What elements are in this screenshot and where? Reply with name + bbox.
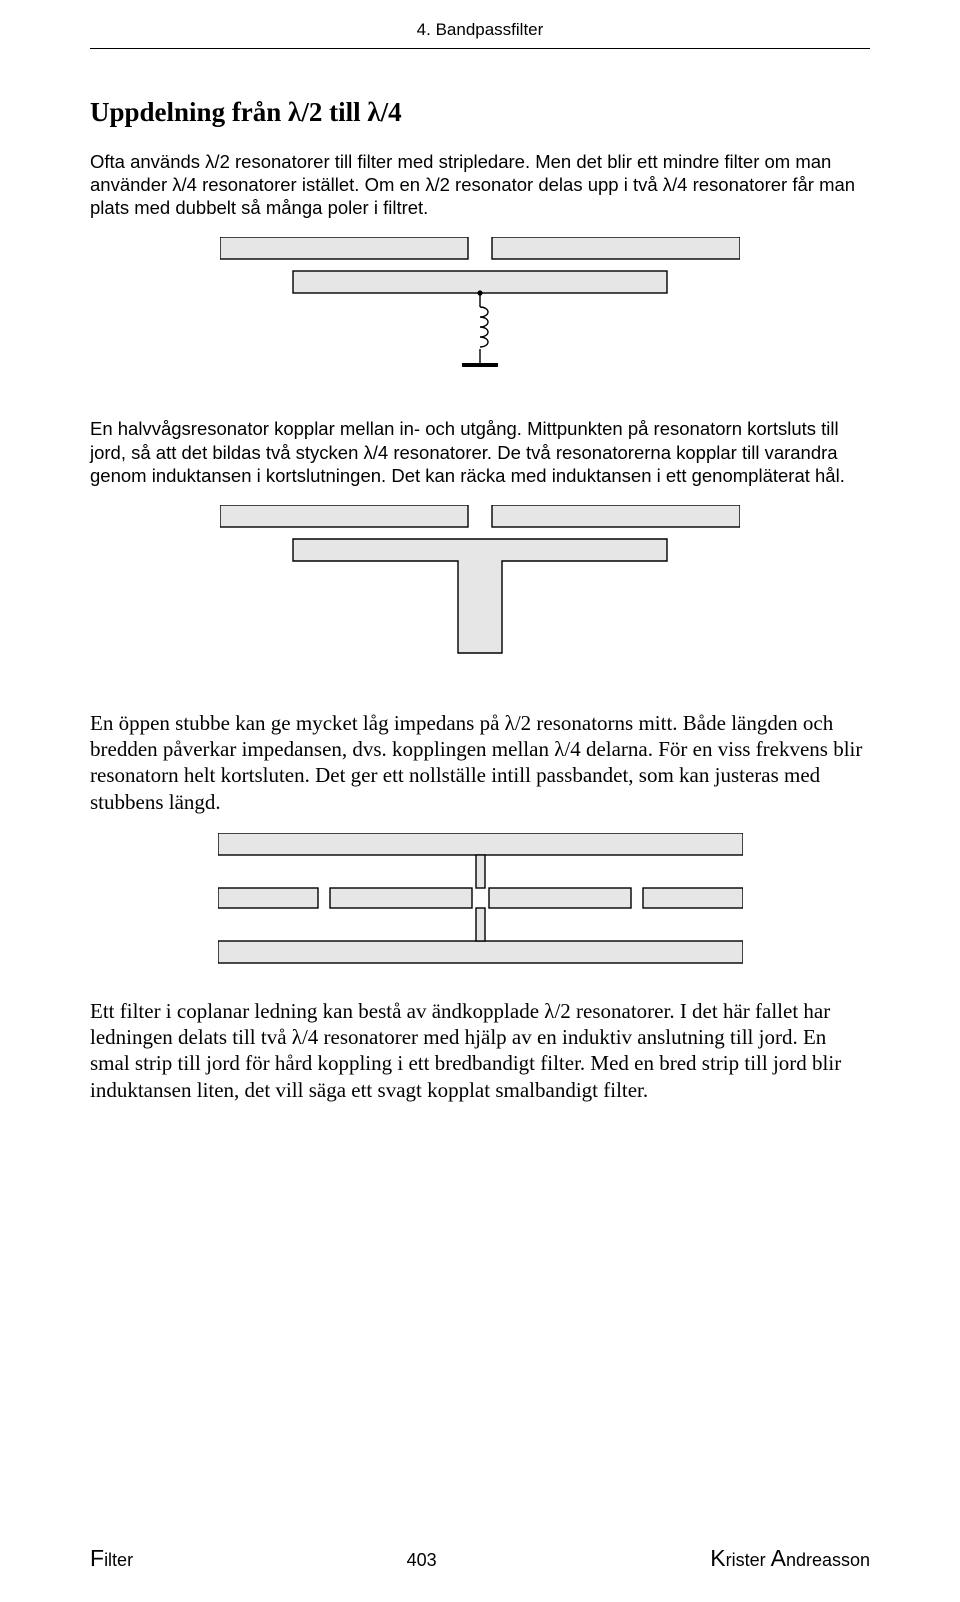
fig3-top-ground [218,833,743,855]
header-rule [90,48,870,49]
fig2-top-right-strip [492,505,740,527]
paragraph-4: Ett filter i coplanar ledning kan bestå … [90,998,870,1103]
paragraph-2: En halvvågsresonator kopplar mellan in- … [90,417,870,486]
fig3-feed-left [218,888,318,908]
section-title: Uppdelning från λ/2 till λ/4 [90,97,870,128]
fig3-resonator-2 [489,888,631,908]
footer-right-cap1: K [710,1545,725,1571]
figure-halfwave-split [220,237,740,387]
fig1-inductor-coil [480,307,488,347]
figure-coplanar [218,833,743,968]
footer-right: Krister Andreasson [710,1545,870,1572]
footer-right-cap2: A [771,1545,786,1571]
footer-right-rest1: rister [726,1550,771,1570]
paragraph-1: Ofta används λ/2 resonatorer till filter… [90,150,870,219]
footer-left-rest: ilter [104,1550,133,1570]
fig3-bottom-ground [218,941,743,963]
footer-right-rest2: ndreasson [786,1550,870,1570]
fig1-top-right-strip [492,237,740,259]
fig2-top-left-strip [220,505,468,527]
paragraph-3: En öppen stubbe kan ge mycket låg impeda… [90,710,870,815]
fig2-tee-resonator [293,539,667,653]
footer-left-cap: F [90,1545,104,1571]
fig1-bottom-strip [293,271,667,293]
page-footer: Filter 403 Krister Andreasson [90,1545,870,1572]
footer-page-number: 403 [407,1550,437,1571]
fig3-feed-right [643,888,743,908]
fig3-resonator-1 [330,888,472,908]
fig3-stub-down [476,908,485,941]
figure-open-stub [220,505,740,680]
footer-left: Filter [90,1545,133,1572]
fig1-top-left-strip [220,237,468,259]
fig3-stub-up [476,855,485,888]
chapter-header: 4. Bandpassfilter [90,20,870,48]
